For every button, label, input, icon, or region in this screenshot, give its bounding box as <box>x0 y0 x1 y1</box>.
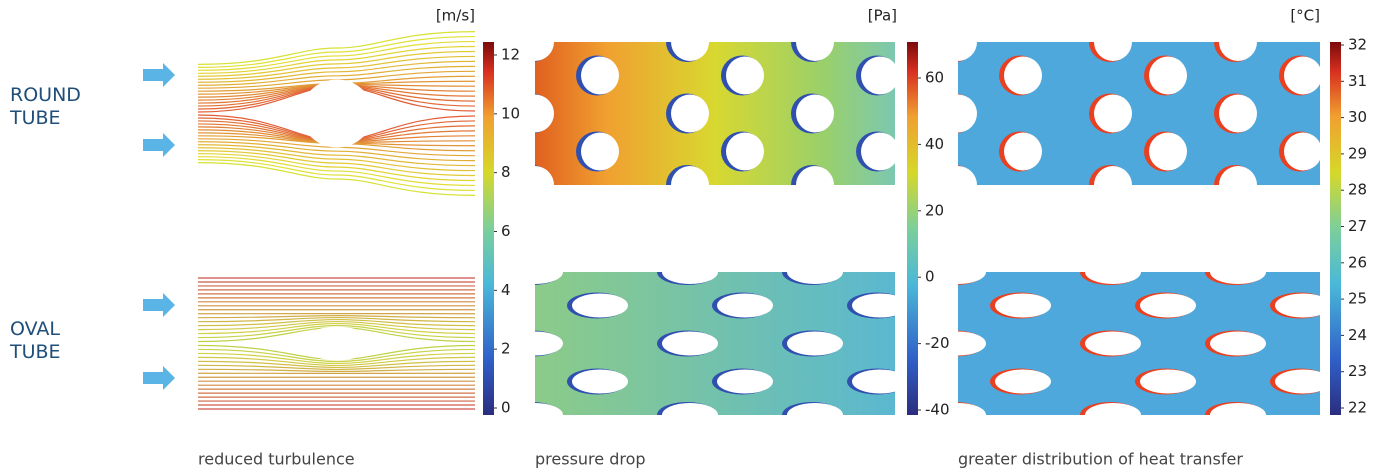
colorbar-tick-label: 20 <box>925 201 944 219</box>
tube <box>717 294 773 318</box>
inlet-arrow <box>143 366 175 390</box>
colorbar-tick-label: 24 <box>1348 326 1367 344</box>
colorbar-tick-label: 22 <box>1348 399 1367 417</box>
row-label: ROUND TUBE <box>10 84 110 130</box>
caption: greater distribution of heat transfer <box>958 450 1243 469</box>
colorbar-tick-label: 28 <box>1348 181 1367 199</box>
streamline <box>198 361 475 367</box>
panel-mask <box>918 185 1330 215</box>
panel-mask <box>895 12 905 215</box>
tube <box>726 57 764 95</box>
colorbar-tick-label: 31 <box>1348 72 1367 90</box>
tube <box>301 80 373 148</box>
colorbar-tick-label: 10 <box>501 104 520 122</box>
tube <box>662 332 718 356</box>
panel-mask <box>1320 12 1330 215</box>
colorbar-tick-label: 40 <box>925 135 944 153</box>
tube <box>726 133 764 171</box>
inlet-arrow <box>143 63 175 87</box>
tube <box>796 95 834 133</box>
colorbar-tick-label: -20 <box>925 334 950 352</box>
tube <box>1149 57 1187 95</box>
tube <box>1284 133 1322 171</box>
colorbar-unit: [Pa] <box>868 7 897 25</box>
colorbar-tick-label: 23 <box>1348 362 1367 380</box>
tube <box>671 95 709 133</box>
colorbar-tick-label: 29 <box>1348 144 1367 162</box>
colorbar-tick-label: 60 <box>925 69 944 87</box>
tube <box>995 294 1051 318</box>
panel-mask <box>495 242 905 272</box>
tube <box>1284 57 1322 95</box>
tube <box>303 327 371 361</box>
colorbar-tick-label: 26 <box>1348 253 1367 271</box>
tube <box>1094 95 1132 133</box>
tube <box>1149 133 1187 171</box>
tube <box>1004 133 1042 171</box>
colorbar-tick-label: 32 <box>1348 36 1367 54</box>
tube <box>581 57 619 95</box>
tube <box>1219 95 1257 133</box>
tube <box>581 133 619 171</box>
colorbar <box>907 42 918 415</box>
inlet-arrow <box>143 133 175 157</box>
colorbar-tick-label: 4 <box>501 281 511 299</box>
tube <box>1140 294 1196 318</box>
simulation-images <box>143 12 1331 445</box>
colorbar-tick-label: 0 <box>925 268 935 286</box>
inlet-arrow <box>143 293 175 317</box>
tube <box>572 294 628 318</box>
colorbar-tick-label: 6 <box>501 222 511 240</box>
figure: [m/s]121086420reduced turbulence[Pa]6040… <box>0 0 1381 475</box>
tube <box>717 370 773 394</box>
panel-mask <box>918 12 1330 42</box>
colorbar <box>1330 42 1341 415</box>
panel-mask <box>495 12 905 42</box>
tube <box>787 332 843 356</box>
panel-mask <box>895 242 905 445</box>
tube <box>995 370 1051 394</box>
colorbar-tick-label: 25 <box>1348 290 1367 308</box>
colorbar-tick-label: 27 <box>1348 217 1367 235</box>
row-label: OVAL TUBE <box>10 318 110 364</box>
panel-mask <box>495 185 905 215</box>
colorbar-unit: [°C] <box>1290 7 1320 25</box>
colorbar-tick-label: 8 <box>501 163 511 181</box>
panel-mask <box>495 415 905 445</box>
colorbar-tick-label: 2 <box>501 340 511 358</box>
panel-mask <box>918 415 1330 445</box>
tube <box>861 133 899 171</box>
figure-canvas: [m/s]121086420reduced turbulence[Pa]6040… <box>0 0 1381 475</box>
colorbar-tick-label: 30 <box>1348 108 1367 126</box>
tube <box>1210 332 1266 356</box>
panel-mask <box>918 12 958 215</box>
tube <box>572 370 628 394</box>
colorbar-tick-label: 0 <box>501 399 511 417</box>
colorbar-tick-label: 12 <box>501 46 520 64</box>
colorbar-tick-label: -40 <box>925 401 950 419</box>
colorbar <box>483 42 494 415</box>
tube <box>1085 332 1141 356</box>
tube <box>861 57 899 95</box>
panel-mask <box>1320 242 1330 445</box>
caption: reduced turbulence <box>198 450 355 469</box>
tube <box>1004 57 1042 95</box>
streamline <box>198 320 475 326</box>
panel-mask <box>918 242 1330 272</box>
caption: pressure drop <box>535 450 646 469</box>
tube <box>1140 370 1196 394</box>
colorbar-unit: [m/s] <box>436 7 475 25</box>
